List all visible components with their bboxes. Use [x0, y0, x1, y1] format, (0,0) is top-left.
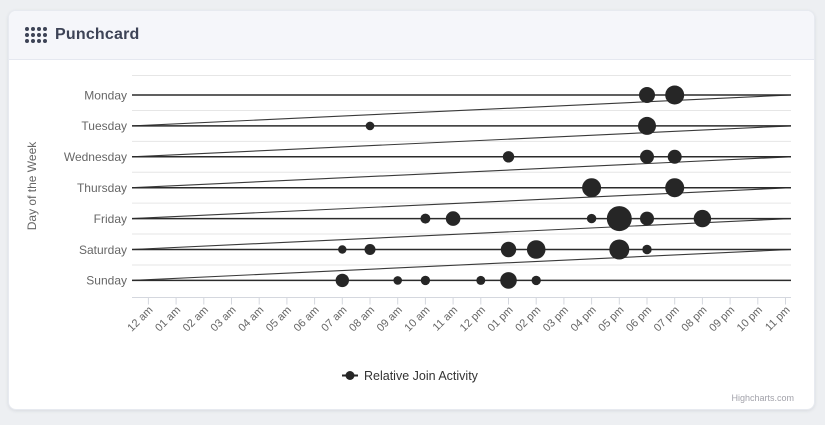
credits-link[interactable]: Highcharts.com — [731, 393, 794, 403]
x-axis-label: 02 pm — [513, 304, 543, 334]
data-point[interactable] — [338, 245, 347, 254]
data-point[interactable] — [665, 85, 685, 105]
series-connector-line — [131, 125, 792, 158]
series-connector-line — [131, 218, 792, 251]
x-axis-label: 03 pm — [541, 304, 571, 334]
x-axis-label: 11 am — [431, 304, 461, 334]
x-axis-label: 12 pm — [458, 304, 488, 334]
punchcard-card: Punchcard 12 am 01 am 02 am 03 am 04 am 05 am… — [8, 10, 815, 410]
card-header: Punchcard — [9, 11, 814, 60]
x-axis-label: 09 pm — [707, 304, 737, 334]
x-axis-label: 08 pm — [679, 304, 709, 334]
y-axis-label: Friday — [94, 212, 127, 226]
data-point[interactable] — [609, 239, 630, 260]
x-axis-label: 08 am — [347, 304, 377, 334]
data-point[interactable] — [420, 275, 431, 286]
x-axis-label: 10 am — [402, 304, 432, 334]
data-point[interactable] — [526, 240, 546, 259]
y-axis-label: Wednesday — [64, 150, 127, 164]
y-axis-label: Monday — [84, 88, 127, 102]
data-point[interactable] — [445, 211, 461, 226]
x-axis-label: 07 pm — [652, 304, 682, 334]
legend-label[interactable]: Relative Join Activity — [364, 369, 479, 383]
x-axis-label: 09 am — [375, 304, 405, 334]
series-connector-line — [131, 156, 792, 189]
x-axis-label: 01 am — [153, 304, 183, 334]
data-point[interactable] — [640, 149, 654, 164]
data-point[interactable] — [365, 121, 375, 131]
data-point[interactable] — [693, 209, 712, 228]
data-point[interactable] — [531, 275, 541, 286]
data-point[interactable] — [335, 273, 349, 288]
x-axis-label: 06 pm — [624, 304, 654, 334]
data-point[interactable] — [667, 149, 682, 164]
x-axis-label: 04 pm — [569, 304, 599, 334]
series-connector-line — [131, 248, 792, 281]
data-point[interactable] — [476, 275, 486, 285]
y-axis-label: Tuesday — [81, 119, 127, 133]
y-axis-title: Day of the Week — [25, 141, 39, 230]
data-point[interactable] — [639, 87, 655, 103]
x-axis-label: 05 pm — [596, 304, 626, 334]
x-axis-label: 03 am — [209, 304, 239, 334]
data-point[interactable] — [638, 116, 656, 135]
data-point[interactable] — [586, 213, 597, 224]
data-point[interactable] — [665, 178, 685, 198]
x-axis-label: 02 am — [181, 304, 211, 334]
data-point[interactable] — [640, 211, 654, 226]
data-point[interactable] — [582, 178, 602, 198]
y-axis-label: Thursday — [77, 181, 127, 195]
y-axis-label: Sunday — [86, 274, 127, 288]
x-axis-label: 05 am — [264, 304, 294, 334]
y-axis-label: Saturday — [79, 243, 127, 257]
chart-container: 12 am 01 am 02 am 03 am 04 am 05 am 06 am 07 am… — [9, 60, 814, 409]
data-point[interactable] — [502, 151, 515, 163]
x-axis-label: 11 pm — [763, 304, 793, 334]
x-axis-label: 07 am — [319, 304, 349, 334]
data-point[interactable] — [500, 272, 517, 289]
data-point[interactable] — [606, 206, 632, 232]
punchcard-grid-icon — [25, 27, 47, 43]
data-point[interactable] — [393, 276, 403, 285]
legend-item[interactable]: Relative Join Activity — [342, 369, 479, 383]
x-axis-label: 01 pm — [486, 304, 516, 334]
x-axis-label: 04 am — [236, 304, 266, 334]
data-point[interactable] — [420, 213, 431, 224]
data-point[interactable] — [642, 244, 652, 255]
card-title: Punchcard — [55, 26, 140, 43]
data-point[interactable] — [364, 244, 376, 255]
x-axis-label: 10 pm — [735, 304, 765, 334]
data-point[interactable] — [500, 241, 517, 258]
x-axis-label: 12 am — [125, 304, 155, 334]
legend-marker-dot[interactable] — [345, 371, 355, 380]
x-axis-label: 06 am — [292, 304, 322, 334]
